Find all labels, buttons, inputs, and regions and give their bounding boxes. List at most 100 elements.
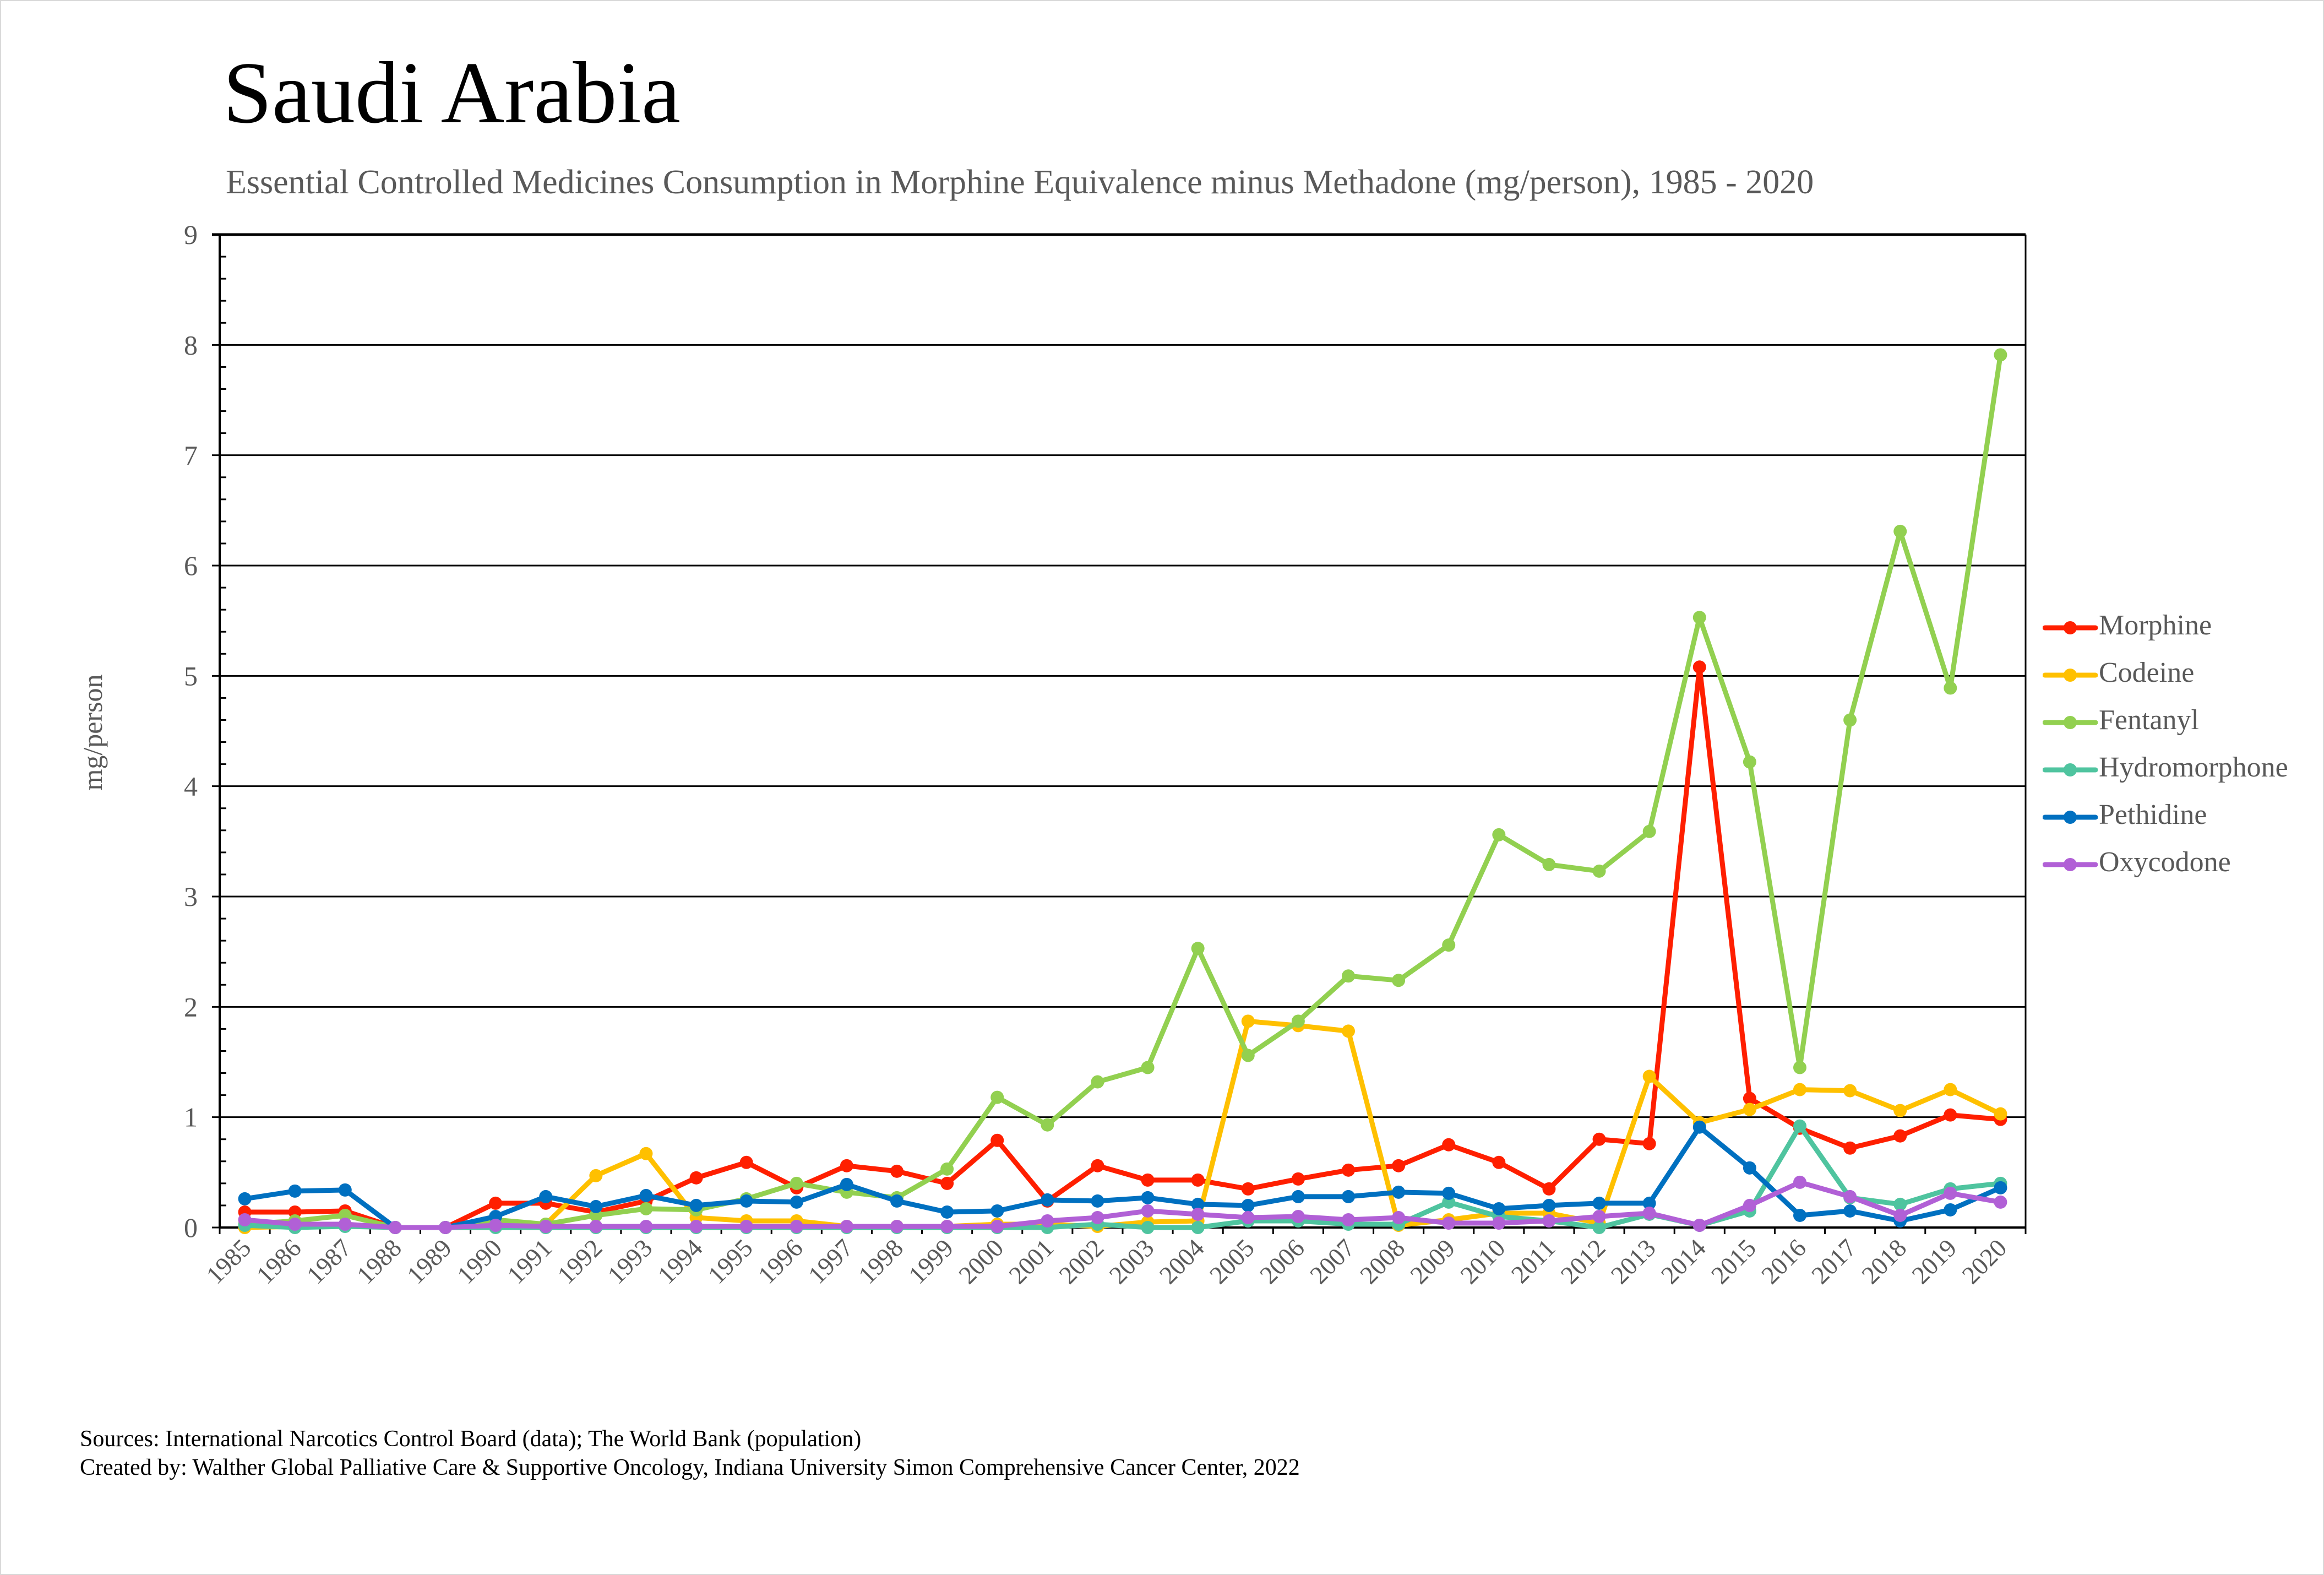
data-point-oxycodone [1944, 1186, 1957, 1200]
data-point-morphine [689, 1171, 703, 1185]
data-point-morphine [1241, 1182, 1255, 1196]
x-tick-label: 2014 [1656, 1234, 1711, 1289]
data-point-pethidine [689, 1198, 703, 1212]
data-point-pethidine [639, 1188, 653, 1202]
data-point-morphine [1492, 1155, 1506, 1169]
data-point-pethidine [1743, 1161, 1756, 1175]
data-point-codeine [1241, 1014, 1255, 1028]
data-point-oxycodone [1291, 1209, 1305, 1223]
x-tick-label: 2013 [1605, 1234, 1661, 1289]
gridlines [212, 233, 2026, 1229]
data-point-pethidine [338, 1183, 352, 1197]
data-point-fentanyl [1392, 974, 1406, 987]
data-point-pethidine [1392, 1185, 1406, 1199]
legend-label: Morphine [2099, 610, 2212, 641]
data-point-codeine [1743, 1102, 1756, 1116]
data-point-oxycodone [1492, 1216, 1506, 1230]
data-point-pethidine [288, 1184, 302, 1198]
data-point-fentanyl [1191, 942, 1205, 955]
y-tick-label: 1 [184, 1102, 198, 1133]
series-oxycodone [238, 1175, 2007, 1234]
data-point-codeine [1342, 1024, 1355, 1038]
data-point-codeine [1843, 1084, 1857, 1098]
data-point-codeine [1793, 1083, 1806, 1096]
data-point-fentanyl [1342, 969, 1355, 983]
data-point-oxycodone [589, 1219, 603, 1233]
data-point-fentanyl [940, 1162, 954, 1176]
data-point-oxycodone [990, 1219, 1004, 1233]
data-point-oxycodone [238, 1213, 252, 1226]
x-tick-label: 2015 [1706, 1234, 1761, 1289]
data-point-oxycodone [639, 1219, 653, 1233]
y-tick-label: 2 [184, 991, 198, 1022]
data-point-pethidine [739, 1194, 753, 1208]
data-point-fentanyl [639, 1202, 653, 1215]
data-point-morphine [1843, 1141, 1857, 1155]
data-point-pethidine [1191, 1197, 1205, 1211]
series-line-oxycodone [242, 1180, 2003, 1230]
data-point-codeine [1893, 1104, 1907, 1117]
x-tick-label: 1990 [451, 1234, 507, 1289]
data-point-oxycodone [1642, 1206, 1656, 1220]
data-point-codeine [1944, 1083, 1957, 1096]
x-tick-label: 2002 [1053, 1234, 1109, 1289]
data-point-morphine [1442, 1138, 1456, 1152]
legend-label: Oxycodone [2099, 846, 2231, 878]
data-point-morphine [1342, 1163, 1355, 1177]
data-point-morphine [990, 1133, 1004, 1147]
legend-item-pethidine: Pethidine [2037, 795, 2323, 839]
data-point-oxycodone [1241, 1210, 1255, 1224]
data-point-pethidine [1091, 1194, 1104, 1208]
legend-marker-icon [2043, 621, 2098, 634]
y-tick-label: 9 [184, 219, 198, 250]
x-tick-label: 2006 [1254, 1234, 1310, 1289]
data-point-fentanyl [1542, 857, 1556, 871]
data-point-oxycodone [1141, 1204, 1155, 1218]
data-point-pethidine [1592, 1196, 1606, 1210]
data-point-pethidine [1342, 1190, 1355, 1203]
data-point-hydromorphone [1793, 1119, 1806, 1133]
legend-item-fentanyl: Fentanyl [2037, 700, 2323, 745]
x-tick-label: 2018 [1856, 1234, 1912, 1289]
data-point-morphine [489, 1196, 503, 1210]
data-point-pethidine [1692, 1120, 1706, 1134]
data-point-oxycodone [840, 1219, 853, 1233]
data-point-morphine [940, 1176, 954, 1190]
x-tick-label: 1985 [201, 1234, 257, 1289]
data-point-pethidine [790, 1195, 803, 1209]
legend-marker-icon [2043, 858, 2098, 871]
data-point-pethidine [589, 1199, 603, 1213]
legend-item-codeine: Codeine [2037, 653, 2323, 697]
y-tick-label: 3 [184, 881, 198, 912]
legend-dot [2064, 858, 2077, 871]
legend-item-hydromorphone: Hydromorphone [2037, 748, 2323, 792]
legend-dot [2064, 811, 2077, 824]
data-point-oxycodone [1041, 1214, 1054, 1228]
x-tick-label: 1996 [753, 1234, 808, 1289]
data-point-fentanyl [1492, 828, 1506, 841]
data-point-fentanyl [1793, 1061, 1806, 1074]
data-point-hydromorphone [1191, 1221, 1205, 1234]
data-point-pethidine [1843, 1204, 1857, 1218]
data-point-fentanyl [1041, 1118, 1054, 1132]
data-point-fentanyl [1893, 524, 1907, 538]
x-tick-label: 2008 [1354, 1234, 1410, 1289]
data-point-oxycodone [890, 1219, 904, 1233]
series-hydromorphone [238, 1119, 2007, 1234]
data-point-oxycodone [689, 1219, 703, 1233]
legend-marker-icon [2043, 811, 2098, 824]
legend-label: Codeine [2099, 657, 2195, 688]
legend-marker-icon [2043, 669, 2098, 682]
y-axis-label: mg/person [77, 674, 108, 790]
data-point-codeine [639, 1147, 653, 1160]
data-point-fentanyl [1743, 755, 1756, 769]
x-tick-label: 2019 [1906, 1234, 1962, 1289]
data-point-oxycodone [539, 1219, 553, 1233]
y-tick-label: 5 [184, 660, 198, 691]
data-point-pethidine [940, 1205, 954, 1219]
x-tick-label: 2010 [1455, 1234, 1510, 1289]
series-lines [238, 348, 2007, 1234]
data-point-oxycodone [1893, 1208, 1907, 1222]
series-fentanyl [238, 348, 2007, 1234]
